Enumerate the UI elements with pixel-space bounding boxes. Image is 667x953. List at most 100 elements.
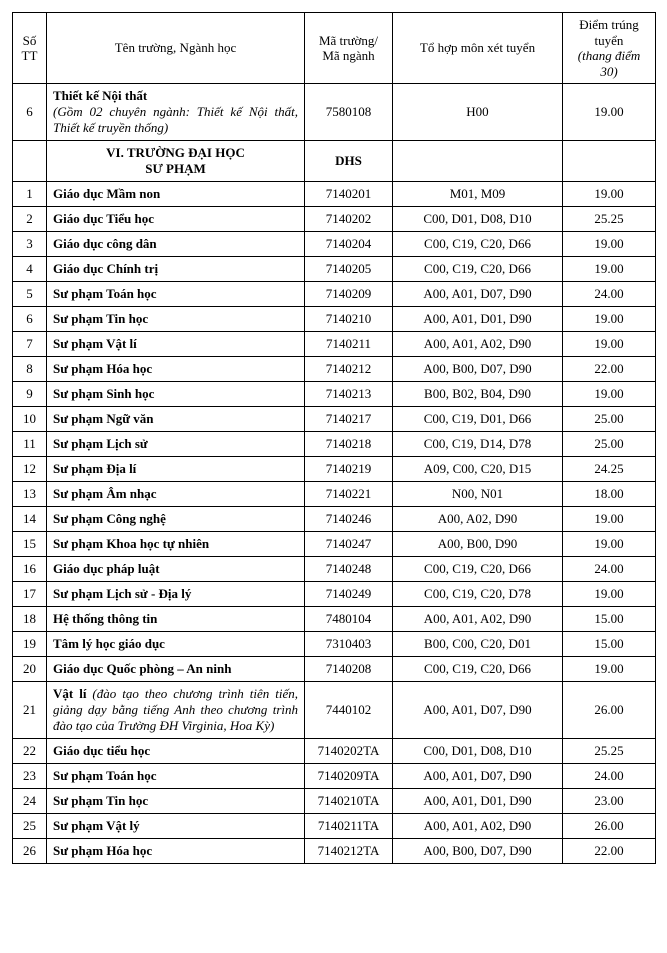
- cell-stt: 7: [13, 332, 47, 357]
- cell-combo: A00, A01, A02, D90: [393, 607, 563, 632]
- section-header-row: VI. TRƯỜNG ĐẠI HỌCSƯ PHẠMDHS: [13, 141, 656, 182]
- table-row: 24Sư phạm Tin học7140210TAA00, A01, D01,…: [13, 789, 656, 814]
- cell-score: 19.00: [563, 84, 656, 141]
- cell-score: 15.00: [563, 632, 656, 657]
- cell-name: Sư phạm Công nghệ: [47, 507, 305, 532]
- cell-score: 25.00: [563, 432, 656, 457]
- table-header-row: Số TT Tên trường, Ngành học Mã trường/ M…: [13, 13, 656, 84]
- cell-code: 7480104: [305, 607, 393, 632]
- cell-stt: 26: [13, 839, 47, 864]
- cell-combo: H00: [393, 84, 563, 141]
- cell-stt: 15: [13, 532, 47, 557]
- cell-score: 19.00: [563, 307, 656, 332]
- cell-name: Sư phạm Toán học: [47, 764, 305, 789]
- cell-name: Sư phạm Sinh học: [47, 382, 305, 407]
- table-row: 11Sư phạm Lịch sử7140218C00, C19, D14, D…: [13, 432, 656, 457]
- cell-code: 7140208: [305, 657, 393, 682]
- table-row: 5Sư phạm Toán học7140209A00, A01, D07, D…: [13, 282, 656, 307]
- cell-score: 19.00: [563, 657, 656, 682]
- cell-code: 7140204: [305, 232, 393, 257]
- cell-score: 23.00: [563, 789, 656, 814]
- cell-name: Sư phạm Địa lí: [47, 457, 305, 482]
- cell-name: Giáo dục tiểu học: [47, 739, 305, 764]
- cell-combo: A00, A01, D07, D90: [393, 764, 563, 789]
- cell-name: Sư phạm Toán học: [47, 282, 305, 307]
- cell-score: 25.25: [563, 739, 656, 764]
- table-row: 8Sư phạm Hóa học7140212A00, B00, D07, D9…: [13, 357, 656, 382]
- cell-code: 7140202TA: [305, 739, 393, 764]
- cell-score: 26.00: [563, 814, 656, 839]
- cell-name: Sư phạm Hóa học: [47, 839, 305, 864]
- header-code: Mã trường/ Mã ngành: [305, 13, 393, 84]
- cell-stt: 23: [13, 764, 47, 789]
- header-name: Tên trường, Ngành học: [47, 13, 305, 84]
- cell-combo: A00, B00, D07, D90: [393, 357, 563, 382]
- cell-stt: 21: [13, 682, 47, 739]
- header-score: Điểm trúng tuyển (thang điểm 30): [563, 13, 656, 84]
- table-row: 21Vật lí (đào tạo theo chương trình tiên…: [13, 682, 656, 739]
- cell-code: 7140212TA: [305, 839, 393, 864]
- table-row: 6Sư phạm Tin học7140210A00, A01, D01, D9…: [13, 307, 656, 332]
- cell-name: Sư phạm Hóa học: [47, 357, 305, 382]
- table-body: 6Thiết kế Nội thất(Gồm 02 chuyên ngành: …: [13, 84, 656, 864]
- cell-combo: A00, A01, D07, D90: [393, 282, 563, 307]
- cell-name: Sư phạm Lịch sử: [47, 432, 305, 457]
- cell-combo: A00, B00, D07, D90: [393, 839, 563, 864]
- cell-code: 7310403: [305, 632, 393, 657]
- cell-code: 7140211: [305, 332, 393, 357]
- cell-combo: B00, B02, B04, D90: [393, 382, 563, 407]
- cell-section-code: DHS: [305, 141, 393, 182]
- cell-stt: 19: [13, 632, 47, 657]
- cell-combo: M01, M09: [393, 182, 563, 207]
- cell-score: 19.00: [563, 507, 656, 532]
- cell-stt: 9: [13, 382, 47, 407]
- table-row: 26Sư phạm Hóa học7140212TAA00, B00, D07,…: [13, 839, 656, 864]
- cell-combo: A00, A01, A02, D90: [393, 814, 563, 839]
- cell-combo: C00, C19, C20, D66: [393, 557, 563, 582]
- cell-code: 7140221: [305, 482, 393, 507]
- cell-stt: 10: [13, 407, 47, 432]
- cell-code: 7140205: [305, 257, 393, 282]
- cell-name: Hệ thống thông tin: [47, 607, 305, 632]
- cell-combo: B00, C00, C20, D01: [393, 632, 563, 657]
- table-row: 1Giáo dục Mầm non7140201M01, M0919.00: [13, 182, 656, 207]
- cell-name: Sư phạm Lịch sử - Địa lý: [47, 582, 305, 607]
- header-stt: Số TT: [13, 13, 47, 84]
- cell-stt: 1: [13, 182, 47, 207]
- cell-stt: 6: [13, 307, 47, 332]
- cell-code: 7140213: [305, 382, 393, 407]
- table-row: 13Sư phạm Âm nhạc7140221N00, N0118.00: [13, 482, 656, 507]
- cell-name: Sư phạm Vật lý: [47, 814, 305, 839]
- table-row: 17Sư phạm Lịch sử - Địa lý7140249C00, C1…: [13, 582, 656, 607]
- cell-stt: 3: [13, 232, 47, 257]
- cell-name: Sư phạm Tin học: [47, 789, 305, 814]
- cell-name: Sư phạm Ngữ văn: [47, 407, 305, 432]
- table-row: 16Giáo dục pháp luật7140248C00, C19, C20…: [13, 557, 656, 582]
- cell-code: 7140212: [305, 357, 393, 382]
- cell-score: 22.00: [563, 357, 656, 382]
- cell-combo: A00, A01, D07, D90: [393, 682, 563, 739]
- cell-code: 7140218: [305, 432, 393, 457]
- header-score-line2: (thang điểm 30): [569, 48, 649, 79]
- cell-score: 24.25: [563, 457, 656, 482]
- cell-score: 19.00: [563, 382, 656, 407]
- cell-stt: 17: [13, 582, 47, 607]
- cell-score: 22.00: [563, 839, 656, 864]
- cell-name: Giáo dục Quốc phòng – An ninh: [47, 657, 305, 682]
- cell-stt: 12: [13, 457, 47, 482]
- cell-code: 7140210TA: [305, 789, 393, 814]
- cell-combo: C00, C19, C20, D78: [393, 582, 563, 607]
- cell-code: 7140211TA: [305, 814, 393, 839]
- cell-stt: 20: [13, 657, 47, 682]
- cell-code: 7140219: [305, 457, 393, 482]
- cell-combo: A00, A01, A02, D90: [393, 332, 563, 357]
- cell-combo: A09, C00, C20, D15: [393, 457, 563, 482]
- cell-stt: 5: [13, 282, 47, 307]
- cell-section-name: VI. TRƯỜNG ĐẠI HỌCSƯ PHẠM: [47, 141, 305, 182]
- table-row: 4Giáo dục Chính trị7140205C00, C19, C20,…: [13, 257, 656, 282]
- cell-code: 7140202: [305, 207, 393, 232]
- cell-code: 7580108: [305, 84, 393, 141]
- cell-name: Sư phạm Khoa học tự nhiên: [47, 532, 305, 557]
- cell-stt: 6: [13, 84, 47, 141]
- cell-combo: C00, C19, C20, D66: [393, 257, 563, 282]
